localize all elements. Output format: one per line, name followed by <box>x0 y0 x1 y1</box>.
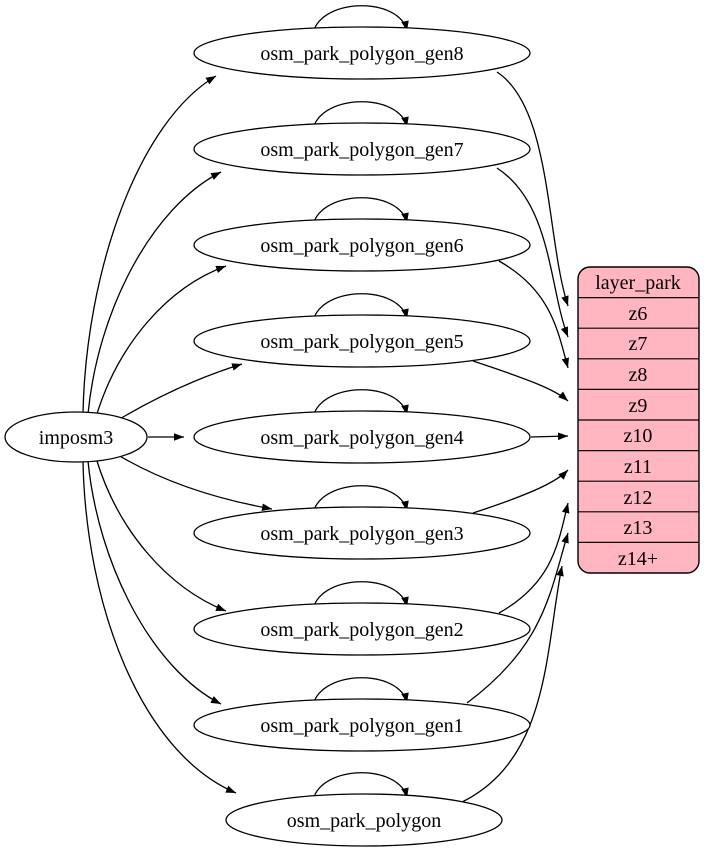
self-loop-gen7 <box>312 101 409 130</box>
node-ellipse <box>193 698 531 752</box>
self-loops <box>312 5 409 801</box>
edge-gen2-to-z12 <box>498 502 570 614</box>
self-loop-gen1 <box>312 677 409 706</box>
node-ellipse <box>225 793 503 847</box>
edge-gen1-to-z13 <box>466 532 569 704</box>
node-osm-park-polygon-gen4: osm_park_polygon_gen4 <box>193 410 531 464</box>
edges-from-imposm3 <box>82 75 273 794</box>
layer-row-z8: z8 <box>629 364 648 386</box>
self-loop-gen3 <box>312 485 409 514</box>
layer-row-z10: z10 <box>624 425 653 447</box>
edges-to-layer-park <box>459 71 570 804</box>
edge-gen8-to-z6 <box>496 71 569 307</box>
edge-imposm3-to-osm-park-polygon <box>82 461 237 794</box>
edge-imposm3-to-gen1 <box>87 460 222 705</box>
edge-imposm3-to-gen6 <box>95 265 227 418</box>
node-osm-park-polygon-gen1: osm_park_polygon_gen1 <box>193 698 531 752</box>
edge-imposm3-to-gen5 <box>112 363 243 424</box>
node-label: osm_park_polygon_gen4 <box>260 427 463 449</box>
layer-row-z11: z11 <box>624 456 652 478</box>
edge-imposm3-to-gen7 <box>87 171 222 415</box>
edge-gen4-to-z10 <box>530 432 569 441</box>
node-ellipse <box>193 122 531 176</box>
edge-imposm3-to-gen8 <box>82 75 217 414</box>
edge-osm-park-polygon-to-z14plus <box>459 565 564 804</box>
edge-imposm3-to-gen2 <box>95 457 227 612</box>
self-loop-gen5 <box>312 293 409 322</box>
node-ellipse <box>193 26 531 80</box>
edge-imposm3-to-gen3 <box>112 451 273 511</box>
node-ellipse <box>193 410 531 464</box>
edge-gen5-to-z9 <box>472 360 569 402</box>
node-ellipse <box>193 602 531 656</box>
node-label: osm_park_polygon_gen7 <box>260 139 463 161</box>
node-osm-park-polygon-gen8: osm_park_polygon_gen8 <box>193 26 531 80</box>
node-label: osm_park_polygon_gen5 <box>260 331 463 353</box>
layer-row-z6: z6 <box>629 303 648 325</box>
node-imposm3: imposm3 <box>4 411 148 463</box>
node-ellipse <box>193 314 531 368</box>
node-osm-park-polygon: osm_park_polygon <box>225 793 503 847</box>
node-ellipse <box>193 218 531 272</box>
layer-row-z14plus: z14+ <box>618 548 658 570</box>
node-label: osm_park_polygon_gen8 <box>260 43 463 65</box>
node-osm-park-polygon-gen6: osm_park_polygon_gen6 <box>193 218 531 272</box>
node-label: osm_park_polygon_gen6 <box>260 235 463 257</box>
node-label: imposm3 <box>39 427 113 449</box>
node-ellipse <box>4 411 148 463</box>
edge-gen6-to-z8 <box>498 260 569 369</box>
node-osm-park-polygon-gen3: osm_park_polygon_gen3 <box>193 506 531 560</box>
node-osm-park-polygon-gen2: osm_park_polygon_gen2 <box>193 602 531 656</box>
self-loop-gen4 <box>312 389 409 418</box>
node-label: osm_park_polygon_gen1 <box>260 715 463 737</box>
layer-row-z7: z7 <box>629 333 648 355</box>
node-label: osm_park_polygon_gen3 <box>260 523 463 545</box>
layer-park-title: layer_park <box>595 272 681 294</box>
layer-row-z13: z13 <box>624 517 653 539</box>
self-loop-gen6 <box>312 197 409 226</box>
edge-gen7-to-z7 <box>496 167 569 338</box>
node-ellipse <box>193 506 531 560</box>
layer-row-z9: z9 <box>629 395 648 417</box>
layer-row-z12: z12 <box>624 487 653 509</box>
node-osm-park-polygon-gen7: osm_park_polygon_gen7 <box>193 122 531 176</box>
node-label: osm_park_polygon <box>287 810 441 832</box>
node-label: osm_park_polygon_gen2 <box>260 619 463 641</box>
edge-gen3-to-z11 <box>472 469 569 514</box>
self-loop-gen8 <box>312 5 409 34</box>
node-layer-park: layer_park z6 z7 z8 z9 z10 z11 z12 z13 z… <box>577 266 700 574</box>
self-loop-gen2 <box>312 581 409 610</box>
self-loop-osm-park-polygon <box>312 772 409 801</box>
node-osm-park-polygon-gen5: osm_park_polygon_gen5 <box>193 314 531 368</box>
